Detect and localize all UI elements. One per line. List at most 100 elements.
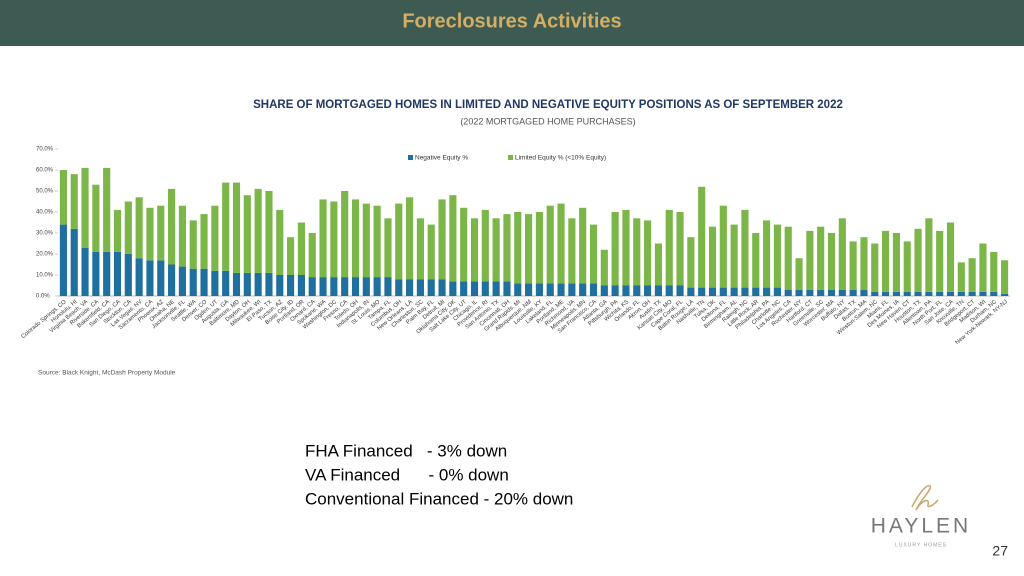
page-number: 27 bbox=[992, 543, 1008, 559]
bar-segment bbox=[503, 281, 511, 296]
bar-segment bbox=[687, 287, 695, 296]
bar-segment bbox=[557, 283, 565, 296]
bar-segment bbox=[200, 268, 208, 296]
bar-segment bbox=[168, 188, 176, 265]
bar-segment bbox=[124, 201, 132, 254]
bar-segment bbox=[503, 214, 511, 282]
bar-segment bbox=[92, 251, 100, 296]
bar-segment bbox=[406, 197, 414, 280]
bar-segment bbox=[81, 167, 89, 248]
bar-segment bbox=[157, 260, 165, 296]
bar-segment bbox=[882, 291, 890, 296]
bar-segment bbox=[254, 272, 262, 296]
bar-segment bbox=[557, 203, 565, 284]
bar-segment bbox=[763, 287, 771, 296]
bar-segment bbox=[514, 283, 522, 296]
bar-segment bbox=[243, 272, 251, 296]
bar-segment bbox=[708, 226, 717, 288]
y-tick-label: 70.0% bbox=[36, 147, 54, 153]
bar-segment bbox=[481, 281, 489, 296]
bar-segment bbox=[827, 233, 836, 290]
bar-segment bbox=[752, 233, 760, 288]
bar-segment bbox=[990, 251, 998, 292]
chart-subtitle: (2022 MORTGAGED HOME PURCHASES) bbox=[460, 116, 635, 126]
logo-mark bbox=[911, 485, 939, 511]
bar-segment bbox=[135, 258, 143, 296]
bar-segment bbox=[546, 205, 554, 284]
bar-segment bbox=[773, 287, 781, 296]
bar-segment bbox=[622, 285, 630, 296]
bar-segment bbox=[276, 209, 284, 275]
bar-segment bbox=[579, 283, 587, 296]
bar-segment bbox=[979, 291, 987, 296]
y-tick-label: 20.0% bbox=[36, 252, 54, 258]
bar-segment bbox=[654, 285, 662, 296]
bar-segment bbox=[265, 191, 273, 273]
bar-segment bbox=[330, 277, 338, 296]
bar-segment bbox=[232, 272, 241, 296]
bar-segment bbox=[492, 218, 500, 282]
bar-segment bbox=[70, 174, 78, 229]
bar-segment bbox=[287, 237, 295, 275]
bar-segment bbox=[373, 205, 381, 278]
bar-segment bbox=[784, 289, 792, 296]
bar-segment bbox=[903, 291, 911, 296]
bar-segment bbox=[589, 283, 598, 296]
bar-segment bbox=[979, 243, 987, 292]
bar-segment bbox=[806, 230, 814, 290]
bar-segment bbox=[795, 289, 803, 296]
bar-segment bbox=[676, 212, 684, 286]
bar-segment bbox=[903, 241, 911, 292]
bar-segment bbox=[882, 230, 890, 292]
bar-segment bbox=[178, 266, 186, 296]
bar-segment bbox=[297, 222, 305, 275]
bar-segment bbox=[535, 283, 543, 296]
note: FHA Financed - 3% down bbox=[305, 441, 507, 460]
bar-segment bbox=[460, 281, 468, 296]
bar-segment bbox=[254, 188, 262, 273]
bar-segment bbox=[59, 224, 67, 296]
bar-segment bbox=[103, 167, 111, 252]
slide-title: Foreclosures Activities bbox=[402, 10, 621, 32]
bar-segment bbox=[600, 249, 608, 286]
bar-segment bbox=[124, 254, 132, 296]
bar-segment bbox=[189, 220, 197, 269]
bar-segment bbox=[135, 197, 143, 259]
bar-segment bbox=[946, 291, 955, 296]
bar-segment bbox=[1001, 260, 1009, 294]
bar-segment bbox=[341, 191, 349, 278]
bar-segment bbox=[373, 277, 381, 296]
bar-segment bbox=[838, 289, 846, 296]
bar-segment bbox=[698, 287, 706, 296]
bar-segment bbox=[946, 222, 955, 292]
bar-segment bbox=[287, 275, 295, 296]
bar-segment bbox=[449, 281, 457, 296]
bar-segment bbox=[222, 270, 230, 296]
legend-label: Negative Equity % bbox=[415, 155, 468, 162]
bar-segment bbox=[525, 214, 533, 284]
bar-segment bbox=[438, 279, 446, 296]
bar-segment bbox=[849, 241, 857, 290]
bar-segment bbox=[838, 218, 846, 290]
bar-segment bbox=[936, 291, 944, 296]
bar-segment bbox=[730, 287, 738, 296]
bar-segment bbox=[70, 228, 78, 296]
bar-segment bbox=[514, 212, 522, 284]
bar-segment bbox=[395, 279, 403, 296]
bar-segment bbox=[427, 279, 435, 296]
note: Conventional Financed - 20% down bbox=[305, 489, 573, 508]
bar-segment bbox=[319, 199, 327, 278]
bar-segment bbox=[438, 199, 446, 280]
bar-segment bbox=[362, 203, 370, 278]
logo-name: HAYLEN bbox=[871, 515, 971, 538]
bar-segment bbox=[481, 209, 489, 282]
y-tick-label: 50.0% bbox=[36, 189, 54, 195]
bar-segment bbox=[200, 214, 208, 269]
bar-segment bbox=[308, 277, 316, 296]
bar-segment bbox=[351, 199, 360, 278]
bar-segment bbox=[633, 218, 641, 286]
bar-segment bbox=[763, 220, 771, 288]
bar-segment bbox=[103, 251, 111, 296]
bar-segment bbox=[297, 275, 305, 296]
